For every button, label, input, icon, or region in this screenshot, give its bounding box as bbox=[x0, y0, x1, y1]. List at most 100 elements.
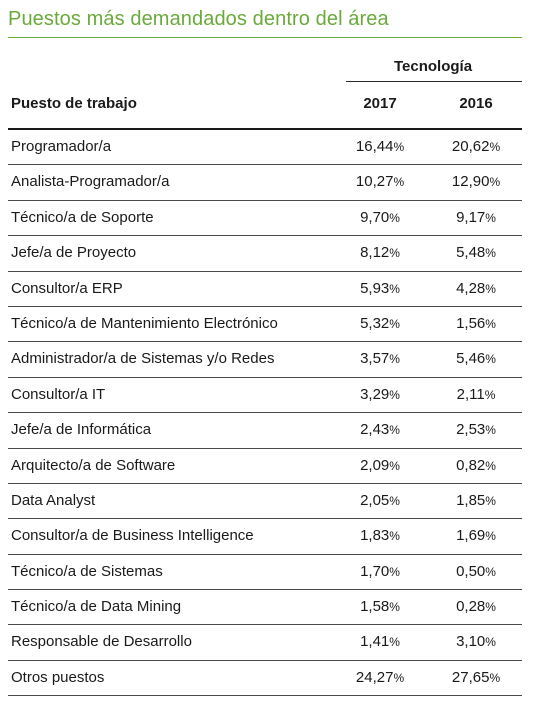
percent-sign: % bbox=[389, 493, 400, 508]
percent-sign: % bbox=[389, 458, 400, 473]
percent-value: 5,93 bbox=[360, 279, 390, 297]
job-title-cell: Jefe/a de Proyecto bbox=[11, 244, 137, 262]
value-2016-cell: 0,50% bbox=[436, 555, 516, 589]
percent-value: 20,62 bbox=[451, 138, 490, 155]
percent-value: 3,57 bbox=[360, 350, 390, 368]
percent-sign: % bbox=[389, 246, 400, 261]
column-header-2017: 2017 bbox=[363, 95, 397, 112]
percent-sign: % bbox=[389, 352, 400, 367]
value-2016-cell: 12,90% bbox=[436, 165, 516, 199]
percent-sign: % bbox=[389, 281, 400, 296]
jobs-table-body: Programador/a 16,44% 20,62% Analista-Progra… bbox=[8, 130, 522, 697]
column-header-2016: 2016 bbox=[459, 95, 493, 112]
value-2016-cell: 9,17% bbox=[436, 201, 516, 235]
percent-sign: % bbox=[485, 316, 496, 331]
percent-value: 16,44 bbox=[355, 138, 394, 155]
value-2017-cell: 5,32% bbox=[340, 307, 420, 341]
percent-sign: % bbox=[389, 316, 400, 331]
job-title-cell: Administrador/a de Sistemas y/o Redes bbox=[11, 350, 275, 368]
percent-value: 2,11 bbox=[456, 385, 485, 403]
percent-value: 24,27 bbox=[355, 668, 394, 686]
value-2017-cell: 2,05% bbox=[340, 484, 420, 518]
percent-value: 3,10 bbox=[456, 633, 486, 651]
table-row: Consultor/a de Business Intelligence 1,83… bbox=[8, 519, 522, 555]
table-row: Responsable de Desarrollo 1,41% 3,10% bbox=[8, 625, 522, 661]
percent-sign: % bbox=[485, 210, 496, 225]
value-2016-cell: 1,69% bbox=[436, 519, 516, 553]
percent-sign: % bbox=[485, 529, 496, 544]
job-title-cell: Otros puestos bbox=[11, 668, 105, 686]
value-2017-cell: 24,27% bbox=[340, 661, 420, 695]
header-divider bbox=[8, 128, 522, 130]
job-title-cell: Técnico/a de Mantenimiento Electrónico bbox=[11, 314, 278, 332]
percent-value: 10,27 bbox=[355, 173, 394, 191]
job-title-cell: Consultor/a de Business Intelligence bbox=[11, 527, 254, 545]
percent-value: 0,50 bbox=[456, 562, 486, 580]
percent-sign: % bbox=[389, 564, 400, 579]
percent-sign: % bbox=[389, 635, 400, 650]
percent-sign: % bbox=[485, 458, 496, 473]
percent-sign: % bbox=[489, 175, 501, 190]
percent-sign: % bbox=[393, 140, 405, 154]
value-2016-cell: 5,46% bbox=[436, 342, 516, 376]
value-2016-cell: 0,28% bbox=[436, 590, 516, 624]
percent-value: 9,17 bbox=[456, 208, 486, 226]
table-row: Técnico/a de Sistemas 1,70% 0,50% bbox=[8, 555, 522, 591]
job-title-cell: Consultor/a ERP bbox=[11, 279, 123, 297]
value-2016-cell: 0,82% bbox=[436, 449, 516, 483]
percent-sign: % bbox=[393, 175, 405, 190]
percent-sign: % bbox=[485, 423, 496, 438]
percent-sign: % bbox=[489, 670, 501, 685]
job-title-cell: Técnico/a de Soporte bbox=[11, 208, 154, 226]
percent-value: 1,56 bbox=[456, 314, 486, 332]
value-2016-cell: 2,11% bbox=[436, 378, 516, 412]
value-2017-cell: 1,58% bbox=[340, 590, 420, 624]
table-row: Programador/a 16,44% 20,62% bbox=[8, 130, 522, 166]
value-2016-cell: 4,28% bbox=[436, 272, 516, 306]
job-title-cell: Data Analyst bbox=[11, 491, 96, 509]
table-row: Otros puestos 24,27% 27,65% bbox=[8, 661, 522, 697]
percent-value: 1,58 bbox=[360, 598, 390, 616]
percent-sign: % bbox=[484, 387, 496, 402]
table-row: Arquitecto/a de Software 2,09% 0,82% bbox=[8, 449, 522, 484]
percent-value: 2,05 bbox=[360, 491, 390, 509]
job-title-cell: Técnico/a de Sistemas bbox=[11, 562, 163, 580]
percent-sign: % bbox=[485, 564, 496, 579]
percent-sign: % bbox=[389, 529, 400, 544]
percent-sign: % bbox=[485, 635, 496, 650]
percent-value: 4,28 bbox=[456, 279, 486, 297]
value-2017-cell: 9,70% bbox=[340, 201, 420, 235]
value-2017-cell: 5,93% bbox=[340, 272, 420, 306]
percent-sign: % bbox=[389, 423, 400, 438]
percent-sign: % bbox=[489, 140, 501, 154]
percent-value: 5,32 bbox=[360, 314, 390, 332]
value-2016-cell: 27,65% bbox=[436, 661, 516, 695]
table-row: Técnico/a de Data Mining 1,58% 0,28% bbox=[8, 590, 522, 626]
group-header-tecnologia: Tecnología bbox=[393, 58, 473, 75]
percent-sign: % bbox=[485, 281, 496, 296]
percent-value: 1,83 bbox=[360, 527, 390, 545]
value-2017-cell: 3,29% bbox=[340, 378, 420, 412]
percent-value: 5,46 bbox=[456, 350, 486, 368]
percent-sign: % bbox=[485, 493, 496, 508]
value-2016-cell: 3,10% bbox=[436, 625, 516, 659]
job-title-cell: Analista-Programador/a bbox=[11, 173, 170, 191]
value-2016-cell: 1,85% bbox=[436, 484, 516, 518]
percent-sign: % bbox=[485, 600, 496, 615]
percent-value: 1,85 bbox=[456, 491, 486, 509]
value-2016-cell: 20,62% bbox=[436, 130, 516, 164]
table-row: Técnico/a de Soporte 9,70% 9,17% bbox=[8, 201, 522, 237]
percent-value: 3,29 bbox=[360, 385, 390, 403]
percent-value: 2,09 bbox=[360, 456, 390, 474]
percent-value: 1,70 bbox=[360, 562, 390, 580]
column-header-job: Puesto de trabajo bbox=[11, 95, 137, 112]
value-2017-cell: 1,41% bbox=[340, 625, 420, 659]
table-row: Consultor/a ERP 5,93% 4,28% bbox=[8, 272, 522, 307]
value-2017-cell: 1,70% bbox=[340, 555, 420, 589]
percent-sign: % bbox=[389, 210, 400, 225]
job-title-cell: Responsable de Desarrollo bbox=[11, 633, 192, 651]
percent-value: 12,90 bbox=[451, 173, 490, 191]
percent-value: 0,28 bbox=[456, 598, 486, 616]
page-title: Puestos más demandados dentro del área bbox=[8, 8, 389, 30]
percent-value: 27,65 bbox=[451, 668, 490, 686]
